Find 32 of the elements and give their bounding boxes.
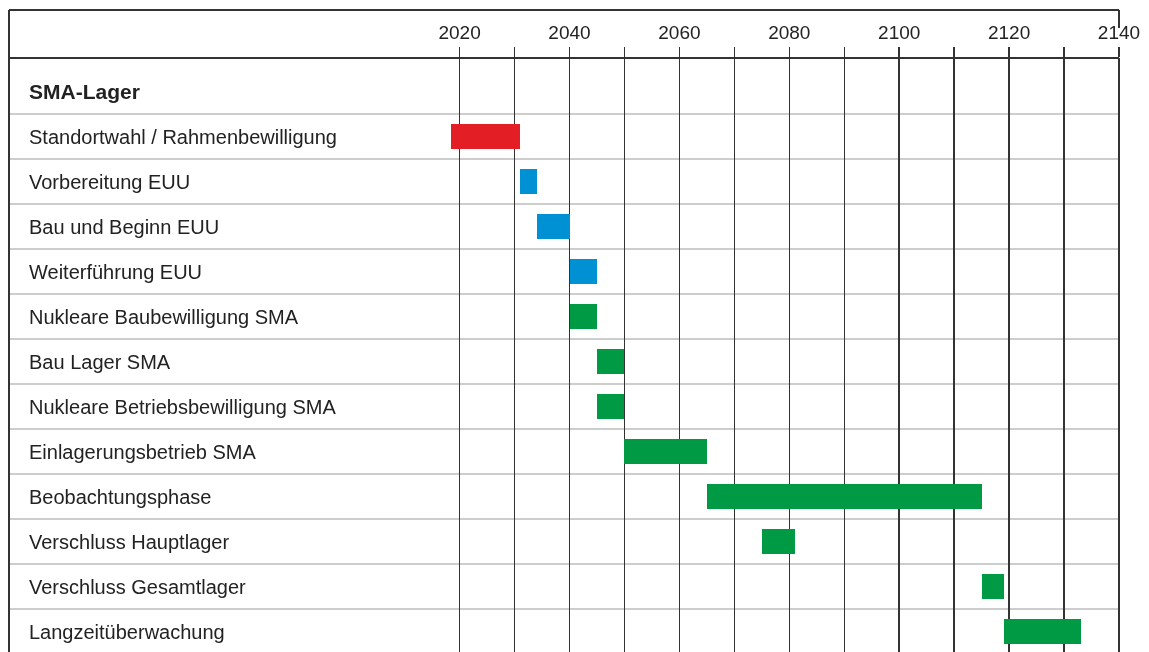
y-tick-label: Verschluss Gesamtlager [29,576,247,598]
y-tick-label: Nukleare Baubewilligung SMA [29,306,299,328]
bar [761,529,795,554]
y-tick-label: Bau Lager SMA [29,351,171,373]
bar [596,349,625,374]
y-tick-label: Beobachtungsphase [29,486,212,508]
y-tick-label: Standortwahl / Rahmenbewilligung [29,126,337,148]
y-tick-label: Langzeitüberwachung [29,621,225,643]
y-tick-label: SMA-Lager [29,80,140,103]
bar [569,304,597,329]
y-tick-label: Nukleare Betriebsbewilligung SMA [29,396,337,418]
x-tick-label: 2080 [768,22,811,44]
bar [451,124,521,149]
y-tick-label: Bau und Beginn EUU [29,216,220,238]
y-tick-label: Vorbereitung EUU [29,171,191,193]
bar [596,394,625,419]
bar [624,439,707,464]
x-tick-label: 2040 [548,22,591,44]
x-tick-label: 2100 [878,22,921,44]
y-tick-label: Weiterführung EUU [29,261,203,283]
x-tick-label: 2060 [658,22,701,44]
bar [1003,619,1081,644]
bar [706,484,982,509]
bar [520,169,537,194]
x-tick-label: 2020 [438,22,481,44]
y-tick-label: Verschluss Hauptlager [29,531,230,553]
bar [536,214,570,239]
x-tick-label: 2120 [987,22,1031,44]
bar [569,259,597,284]
bar [981,574,1004,599]
x-tick-label: 2140 [1097,22,1141,44]
y-tick-label: Einlagerungsbetrieb SMA [29,441,257,463]
